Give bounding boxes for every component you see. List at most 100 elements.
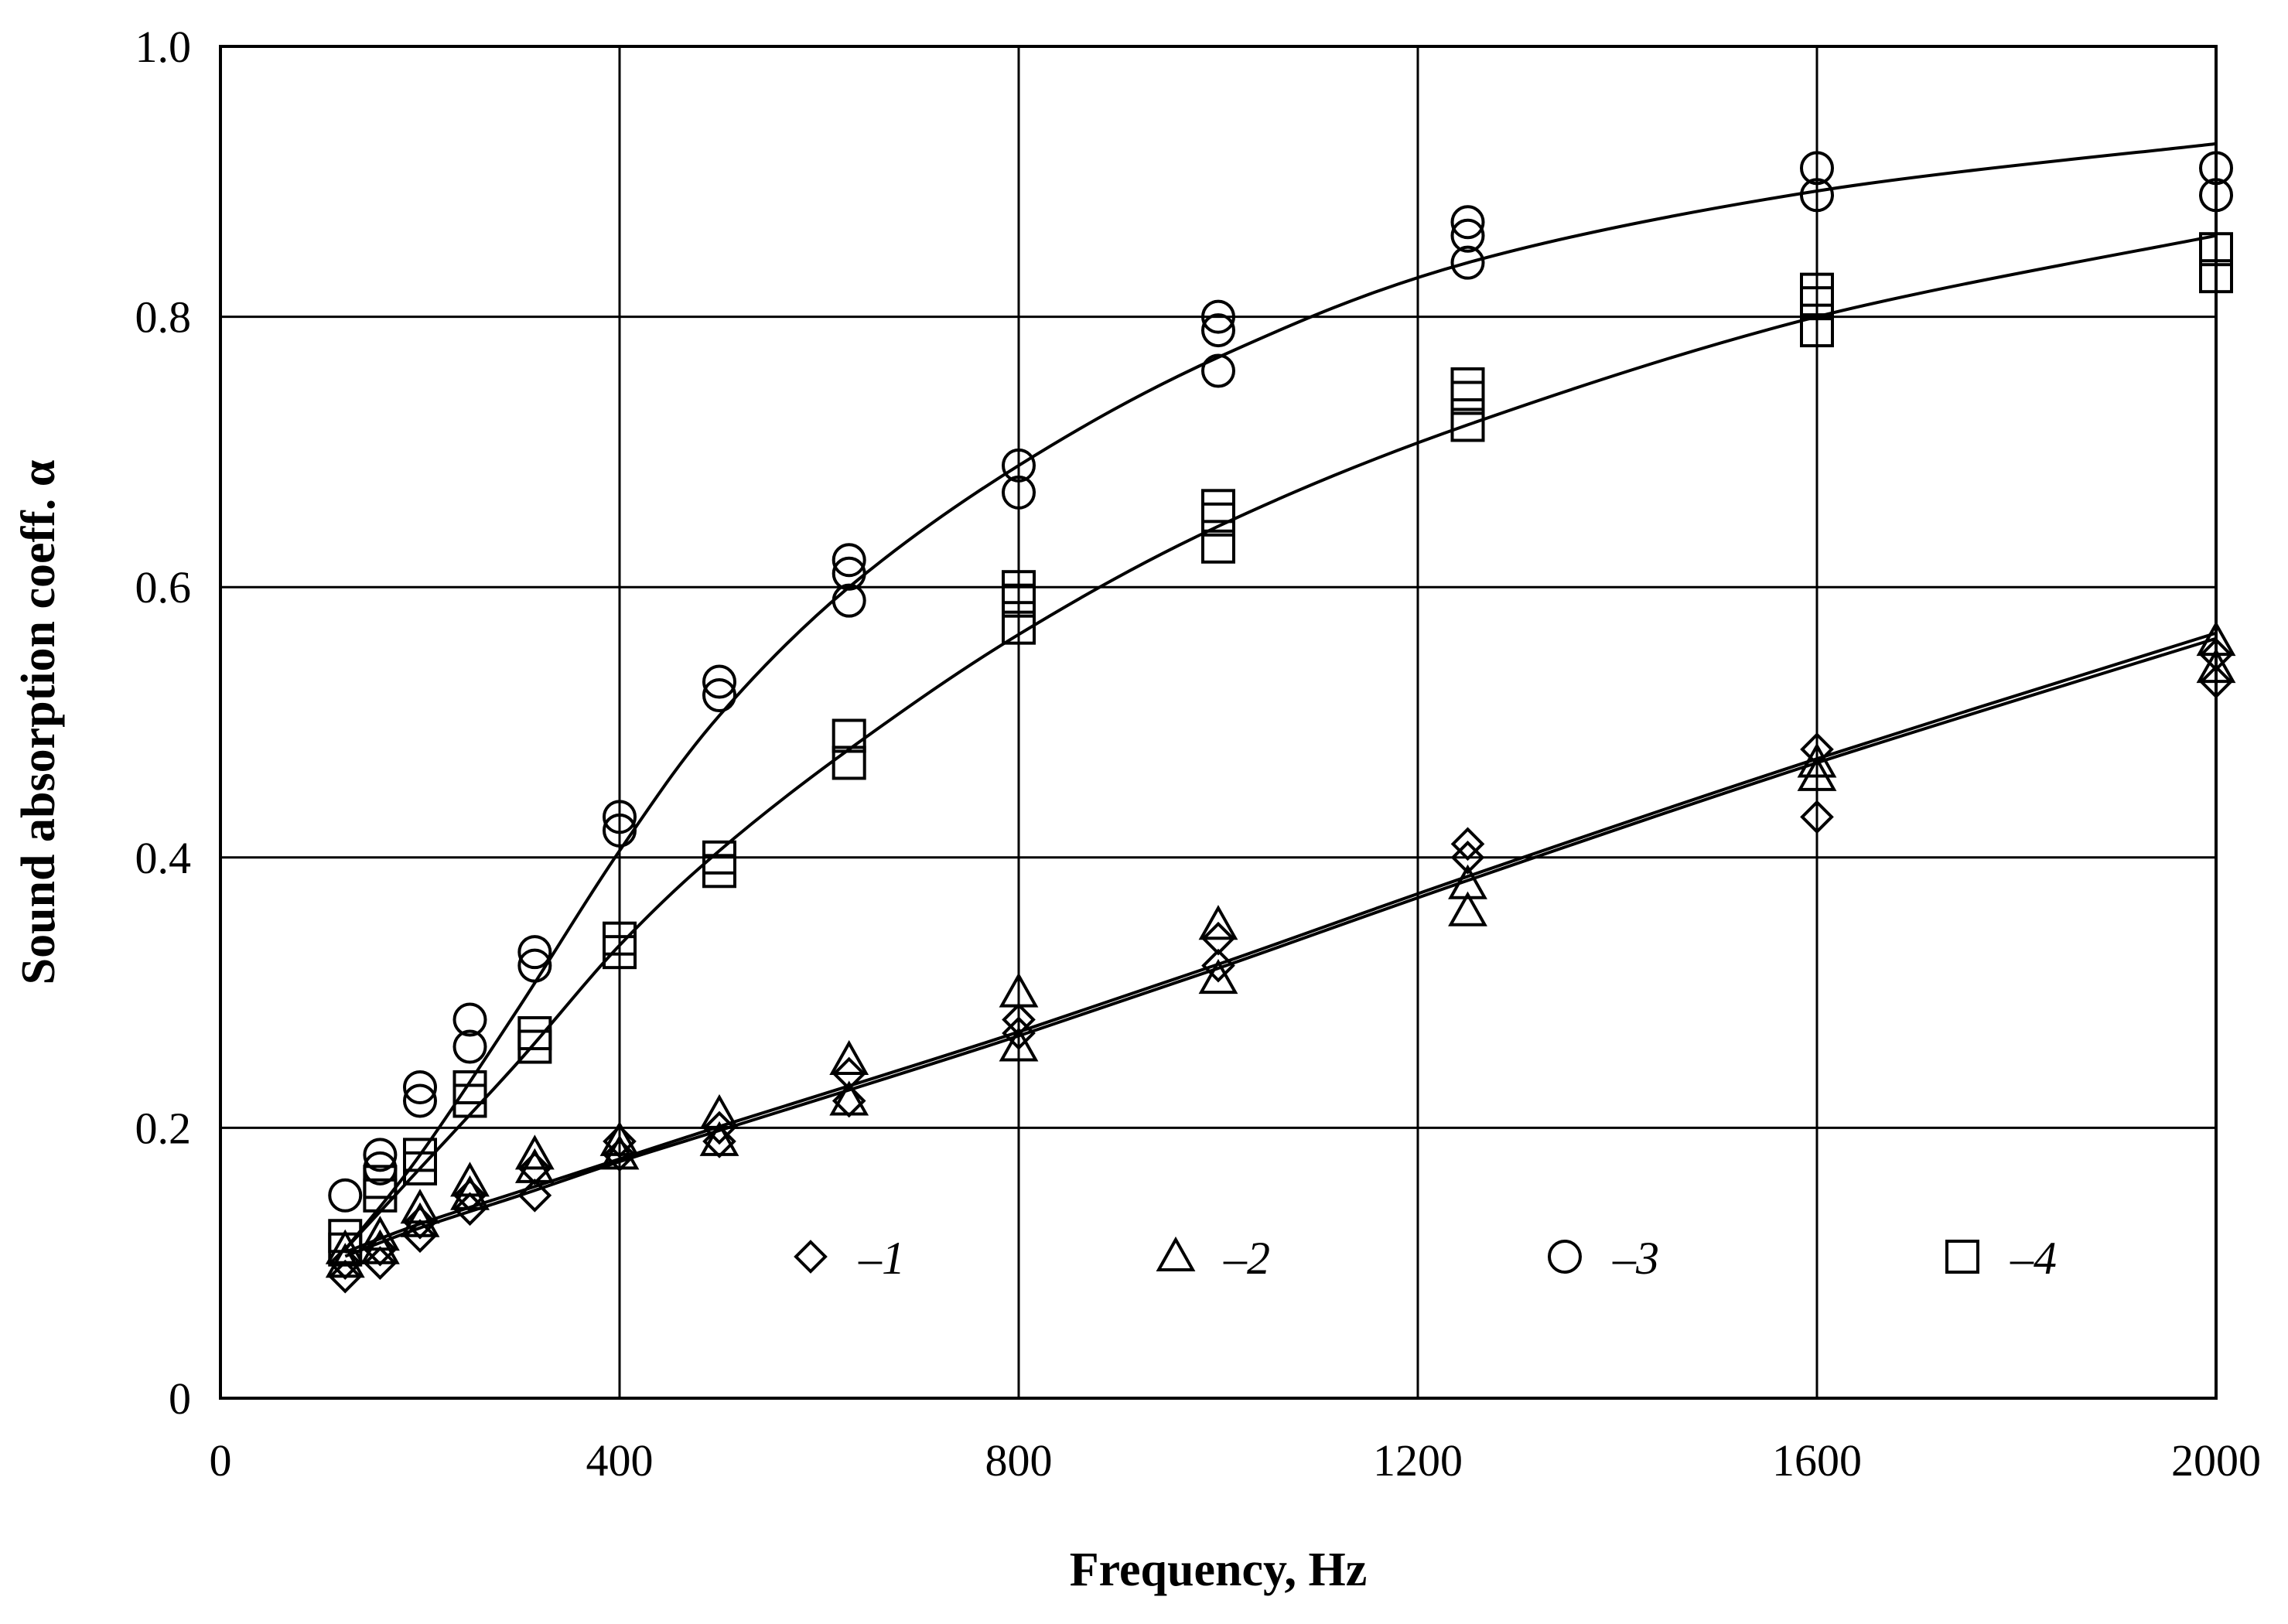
data-point-series-2: [325, 1243, 365, 1278]
data-point-series-1: [1002, 1016, 1036, 1050]
data-point-series-3: [517, 948, 552, 983]
data-point-series-4: [517, 1016, 552, 1051]
y-tick-label: 0.6: [135, 562, 192, 612]
data-point-series-2: [514, 1134, 555, 1170]
data-point-series-3: [403, 1083, 437, 1118]
data-point-series-3: [363, 1138, 398, 1172]
data-point-series-3: [1450, 205, 1485, 240]
x-tick-label: 0: [210, 1435, 232, 1486]
data-point-series-3: [2199, 178, 2233, 213]
y-tick-label: 0: [169, 1373, 191, 1424]
data-point-series-2: [1797, 742, 1837, 778]
data-point-series-2: [450, 1175, 490, 1210]
data-point-series-4: [1800, 272, 1834, 307]
x-tick-label: 1200: [1373, 1435, 1463, 1486]
y-tick-label: 0.2: [135, 1103, 192, 1153]
data-point-series-1: [517, 1178, 552, 1213]
x-axis-ticks: 0 400 800 1200 1600 2000: [210, 1435, 2262, 1486]
data-point-series-2: [829, 1080, 869, 1116]
data-point-series-2: [699, 1093, 739, 1129]
data-point-series-3: [2199, 151, 2233, 186]
y-tick-label: 0.4: [135, 833, 192, 883]
data-point-series-1: [403, 1219, 437, 1254]
data-point-series-3: [603, 813, 637, 848]
data-point-series-1: [2199, 664, 2233, 699]
data-point-series-3: [1002, 475, 1036, 510]
data-point-series-2: [699, 1121, 739, 1156]
data-point-series-1: [2199, 637, 2233, 672]
plot-frame: [219, 45, 2218, 1400]
data-point-series-1: [328, 1259, 363, 1294]
data-point-series-2: [1448, 891, 1487, 926]
data-point-series-1: [452, 1192, 487, 1227]
data-point-series-2: [1797, 756, 1837, 791]
data-point-series-2: [360, 1229, 400, 1264]
data-point-series-4: [1002, 610, 1036, 645]
data-point-series-4: [2199, 259, 2233, 294]
data-point-series-1: [1450, 827, 1485, 861]
data-point-series-3: [702, 678, 736, 713]
data-point-series-2: [450, 1162, 490, 1197]
data-point-series-3: [1201, 313, 1235, 348]
data-point-series-3: [452, 1002, 487, 1037]
data-point-series-2: [2196, 621, 2236, 657]
data-point-series-1: [1201, 948, 1235, 983]
data-point-series-4: [452, 1070, 487, 1104]
data-point-series-2: [999, 1026, 1039, 1062]
data-point-series-4: [1201, 529, 1235, 564]
legend-label-series-3: –3: [1612, 1233, 1659, 1284]
legend-marker-series-1: [794, 1240, 828, 1274]
x-tick-label: 400: [586, 1435, 654, 1486]
data-point-series-3: [1201, 353, 1235, 388]
data-point-series-3: [832, 543, 866, 578]
data-point-series-2: [360, 1216, 400, 1251]
data-point-series-4: [2199, 232, 2233, 267]
data-point-series-1: [363, 1246, 398, 1281]
data-point-series-4: [832, 718, 866, 753]
data-point-series-2: [2196, 648, 2236, 684]
data-point-series-1: [1201, 921, 1235, 956]
y-axis-title: Sound absorption coeff. α: [12, 460, 65, 985]
data-point-series-3: [1450, 218, 1485, 253]
data-point-series-1: [832, 1056, 866, 1091]
data-point-series-1: [702, 1111, 736, 1145]
x-tick-label: 800: [985, 1435, 1053, 1486]
data-point-series-3: [1201, 299, 1235, 334]
data-point-series-2: [1448, 864, 1487, 899]
data-point-series-4: [832, 745, 866, 780]
legend-label-series-1: –1: [858, 1233, 905, 1284]
data-points: [325, 151, 2236, 1294]
legend-marker-series-2: [1156, 1236, 1196, 1271]
fit-curves: [343, 142, 2217, 1258]
data-point-series-3: [1002, 448, 1036, 483]
data-point-series-3: [517, 935, 552, 970]
legend-label-series-4: –4: [2010, 1233, 2057, 1284]
y-tick-label: 0.8: [135, 292, 192, 343]
data-point-series-4: [1002, 570, 1036, 605]
y-axis-ticks: 0 0.2 0.4 0.6 0.8 1.0: [135, 22, 192, 1424]
data-point-series-1: [1800, 732, 1834, 766]
y-tick-label: 1.0: [135, 22, 192, 72]
data-point-series-2: [325, 1229, 365, 1264]
legend: –1 –2 –3 –4: [794, 1233, 2057, 1284]
data-point-series-3: [452, 1029, 487, 1064]
data-point-series-4: [363, 1165, 398, 1199]
fit-curve-series-3: [343, 142, 2217, 1250]
legend-label-series-2: –2: [1223, 1233, 1270, 1284]
data-point-series-2: [1198, 959, 1238, 995]
data-point-series-4: [403, 1138, 437, 1172]
data-point-series-3: [403, 1070, 437, 1104]
data-point-series-4: [328, 1219, 363, 1254]
data-point-series-4: [702, 840, 736, 875]
data-point-series-2: [400, 1202, 440, 1237]
x-tick-label: 1600: [1772, 1435, 1862, 1486]
data-point-series-3: [1450, 245, 1485, 280]
data-point-series-3: [832, 583, 866, 618]
legend-marker-series-3: [1548, 1240, 1582, 1274]
data-point-series-2: [1198, 905, 1238, 940]
data-point-series-4: [1800, 313, 1834, 348]
data-point-series-4: [603, 921, 637, 956]
data-point-series-2: [599, 1121, 640, 1156]
data-point-series-4: [1450, 408, 1485, 442]
